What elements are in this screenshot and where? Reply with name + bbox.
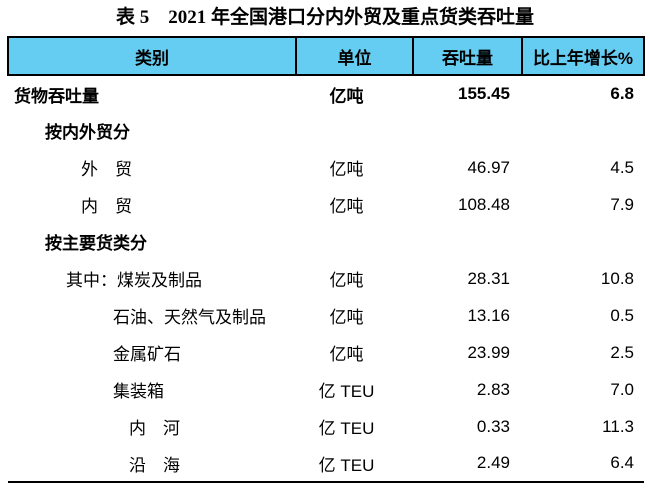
row-growth: 2.5 (610, 342, 634, 362)
row-growth: 6.4 (522, 445, 644, 483)
column-header-throughput: 吞吐量 (412, 36, 523, 76)
column-header-unit: 单位 (295, 36, 414, 76)
throughput-table: 类别 单位 吞吐量 比上年增长% 货物吞吐量 亿吨 155.45 6.8 按内外… (7, 36, 645, 483)
row-growth (522, 223, 644, 260)
table-row: 按主要货类分 (8, 223, 644, 260)
row-throughput: 28.31 (467, 268, 510, 288)
row-category-label: 沿 海 (8, 445, 296, 483)
table-row: 内 河 亿 TEU 0.33 11.3 (8, 408, 644, 445)
row-category-label: 按主要货类分 (45, 234, 147, 253)
table-row: 石油、天然气及制品 亿吨 13.16 0.5 (8, 297, 644, 334)
row-throughput: 23.99 (467, 342, 510, 362)
header-row: 类别 单位 吞吐量 比上年增长% (7, 36, 645, 76)
row-growth: 4.5 (610, 157, 634, 177)
row-growth: 7.0 (610, 379, 634, 399)
row-category-label: 其中：煤炭及制品 (66, 271, 202, 290)
row-growth (522, 112, 644, 149)
row-throughput: 155.45 (458, 84, 510, 103)
row-unit: 亿吨 (329, 271, 364, 290)
row-category-label: 外 贸 (81, 160, 132, 179)
row-unit: 亿吨 (329, 86, 364, 106)
row-growth: 10.8 (600, 268, 634, 288)
row-throughput: 46.97 (467, 157, 510, 177)
table-title: 表 5 2021 年全国港口分内外贸及重点货类吞吐量 (115, 7, 534, 28)
table-row: 集装箱 亿 TEU 2.83 7.0 (8, 371, 644, 408)
table-row: 按内外贸分 (8, 112, 644, 149)
column-header-category: 类别 (7, 36, 297, 76)
row-unit: 亿吨 (329, 197, 364, 216)
column-header-growth: 比上年增长% (521, 36, 645, 76)
row-category-label: 内 贸 (81, 197, 132, 216)
row-throughput: 0.33 (476, 416, 510, 436)
row-category-label: 金属矿石 (113, 345, 181, 364)
table-row: 金属矿石 亿吨 23.99 2.5 (8, 334, 644, 371)
row-unit: 亿吨 (329, 160, 364, 179)
row-unit: 亿吨 (329, 308, 364, 327)
table-body: 货物吞吐量 亿吨 155.45 6.8 按内外贸分 外 贸 亿吨 46.97 4… (8, 75, 644, 483)
row-growth: 6.8 (610, 84, 634, 103)
row-category-label: 按内外贸分 (45, 123, 130, 142)
row-unit (296, 223, 413, 260)
row-growth: 7.9 (610, 194, 634, 214)
table-header: 类别 单位 吞吐量 比上年增长% (7, 36, 645, 76)
row-throughput (413, 223, 522, 260)
row-throughput (413, 112, 522, 149)
table-row: 外 贸 亿吨 46.97 4.5 (8, 149, 644, 186)
row-category-label: 集装箱 (113, 382, 164, 401)
row-throughput: 108.48 (458, 194, 510, 214)
row-throughput: 2.49 (413, 445, 522, 483)
row-category-label: 内 河 (129, 419, 180, 438)
row-growth: 0.5 (610, 305, 634, 325)
table-row: 货物吞吐量 亿吨 155.45 6.8 (8, 75, 644, 112)
row-unit (296, 112, 413, 149)
row-growth: 11.3 (602, 416, 634, 436)
table-row: 内 贸 亿吨 108.48 7.9 (8, 186, 644, 223)
row-unit: 亿 TEU (318, 419, 375, 438)
table-row: 其中：煤炭及制品 亿吨 28.31 10.8 (8, 260, 644, 297)
row-unit: 亿 TEU (318, 382, 375, 401)
table-row: 沿 海 亿 TEU 2.49 6.4 (8, 445, 644, 483)
row-throughput: 2.83 (476, 379, 510, 399)
row-unit: 亿 TEU (296, 445, 413, 483)
row-throughput: 13.16 (467, 305, 510, 325)
row-category-label: 石油、天然气及制品 (113, 308, 266, 327)
row-unit: 亿吨 (329, 345, 364, 364)
row-category-label: 货物吞吐量 (14, 86, 99, 106)
